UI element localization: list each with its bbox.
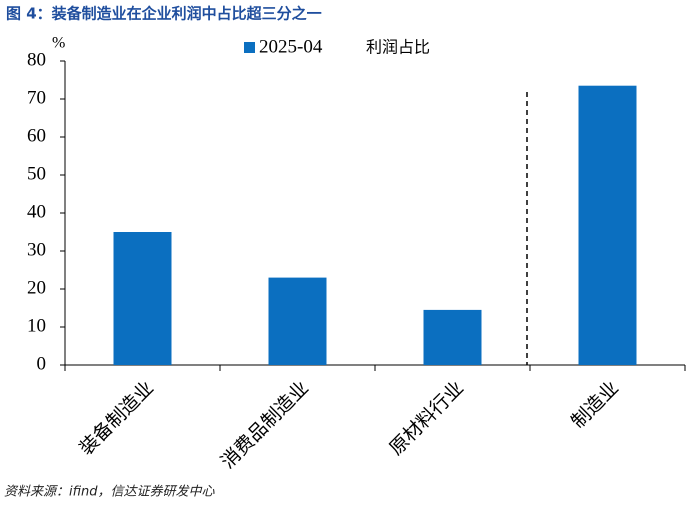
y-tick-label: 80 (27, 49, 46, 70)
bar (113, 232, 172, 365)
bar (578, 85, 637, 365)
source: 资料来源：ifind，信达证券研发中心 (4, 485, 216, 500)
x-tick-label: 消费品制造业 (217, 377, 313, 473)
legend-note: 利润占比 (366, 38, 430, 57)
bar (268, 277, 327, 365)
x-tick-label: 装备制造业 (75, 377, 158, 460)
x-tick-label: 制造业 (567, 377, 623, 433)
y-unit: % (52, 35, 65, 52)
y-tick-label: 50 (27, 163, 46, 184)
y-tick-label: 70 (27, 87, 46, 108)
bar (423, 309, 482, 365)
y-tick-label: 30 (27, 239, 46, 260)
y-tick-label: 60 (27, 125, 46, 146)
legend-label: 2025-04 (259, 36, 323, 57)
y-tick-label: 10 (27, 315, 46, 336)
y-tick-label: 0 (37, 353, 47, 374)
y-tick-label: 20 (27, 277, 46, 298)
chart-title: 图 4：装备制造业在企业利润中占比超三分之一 (6, 5, 322, 23)
y-tick-label: 40 (27, 201, 46, 222)
legend-marker (244, 42, 255, 53)
x-tick-label: 原材料行业 (385, 377, 468, 460)
